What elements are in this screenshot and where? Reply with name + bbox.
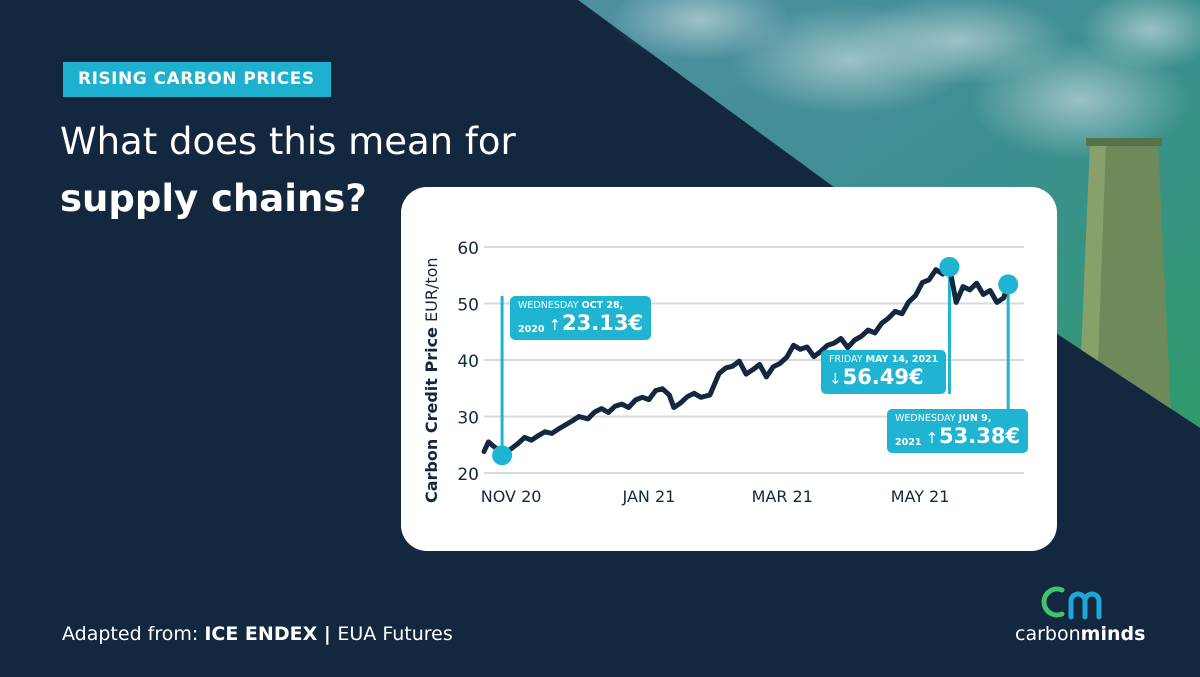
y-ticks: 60 50 40 30 20 [457, 239, 479, 485]
callout-may: FRIDAY MAY 14, 2021 ↓ 56.49€ [821, 350, 947, 394]
carbonminds-wordmark: carbonminds [1015, 623, 1145, 645]
y-tick-label: 20 [457, 465, 479, 485]
y-tick-label: 60 [457, 239, 479, 259]
callout-may-date: MAY 14, 2021 [865, 354, 939, 365]
chimney-image [1080, 138, 1172, 435]
x-tick-label: MAR 21 [752, 487, 813, 506]
x-tick-label: NOV 20 [481, 487, 542, 506]
source-product: EUA Futures [337, 623, 453, 645]
callout-oct-value: 23.13€ [562, 311, 644, 335]
wordmark-bold: minds [1080, 623, 1146, 645]
callout-jun: WEDNESDAY JUN 9, 2021 ↑ 53.38€ [887, 409, 1029, 453]
x-tick-label: MAY 21 [891, 487, 950, 506]
up-arrow-icon: ↑ [925, 429, 939, 447]
topic-tag: RISING CARBON PRICES [63, 62, 331, 97]
source-name: ICE ENDEX [204, 623, 318, 645]
carbonminds-logo-icon [1041, 586, 1102, 620]
y-tick-label: 50 [457, 296, 479, 316]
source-prefix: Adapted from: [62, 623, 205, 645]
callout-jun-value: 53.38€ [939, 424, 1021, 448]
callout-may-day: FRIDAY [829, 354, 866, 365]
wordmark-light: carbon [1015, 623, 1081, 645]
callout-marker [939, 256, 960, 277]
x-tick-label: JAN 21 [622, 487, 676, 506]
source-separator: | [317, 623, 338, 645]
callout-oct: WEDNESDAY OCT 28, 2020 ↑ 23.13€ [510, 296, 652, 340]
y-axis-label-unit: EUR/ton [422, 257, 441, 328]
headline-line-1: What does this mean for [60, 120, 516, 163]
source-credit: Adapted from: ICE ENDEX | EUA Futures [62, 623, 453, 645]
callout-oct-day: WEDNESDAY [518, 300, 582, 311]
series-line [481, 264, 1011, 458]
down-arrow-icon: ↓ [829, 370, 842, 388]
chart-card: 60 50 40 30 20 NOV 20 JAN 21 MAR 21 MAY 21 Carb… [401, 187, 1057, 551]
callout-jun-day: WEDNESDAY [895, 413, 959, 424]
y-axis-label-bold: Carbon Credit Price [422, 327, 441, 503]
headline: What does this mean for supply chains? [60, 113, 516, 227]
price-chart: 60 50 40 30 20 NOV 20 JAN 21 MAR 21 MAY 21 [457, 239, 1024, 506]
y-tick-label: 30 [457, 409, 479, 429]
callout-jun-year: 2021 [895, 437, 922, 448]
callout-marker [492, 445, 513, 466]
up-arrow-icon: ↑ [548, 316, 562, 334]
callout-markers [492, 256, 1019, 466]
x-ticks: NOV 20 JAN 21 MAR 21 MAY 21 [481, 487, 950, 506]
callout-oct-year: 2020 [518, 324, 545, 335]
callout-may-value: 56.49€ [842, 365, 924, 389]
smoke-clouds [610, 0, 1200, 160]
y-tick-label: 40 [457, 352, 479, 372]
y-axis-label: Carbon Credit Price EUR/ton [422, 257, 441, 503]
callout-jun-date: JUN 9, [958, 413, 992, 424]
callout-marker [998, 274, 1019, 295]
headline-line-2: supply chains? [60, 177, 367, 220]
callout-oct-date: OCT 28, [581, 300, 624, 311]
